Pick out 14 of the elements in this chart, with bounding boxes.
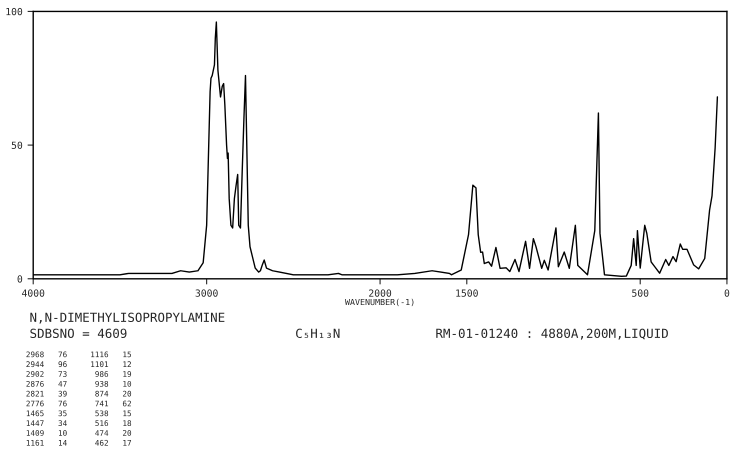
x-axis-title: WAVENUMBER(-1): [344, 298, 414, 306]
x-tick-label: 3000: [196, 289, 218, 297]
x-tick-label: 0: [724, 289, 730, 297]
text: RM-01-01240 : 4880A,200M,LIQUID: [436, 328, 668, 340]
text: C₅H₁₃N: [296, 328, 340, 338]
text: SDBSNO = 4609: [30, 328, 127, 338]
y-tick-label: 50: [12, 142, 22, 149]
text: N,N-DIMETHYLISOPROPYLAMINE: [30, 312, 224, 324]
x-tick-label: 1500: [456, 289, 478, 297]
x-tick-label: 500: [632, 289, 648, 297]
x-tick-label: 4000: [22, 289, 44, 297]
x-tick-label: 2000: [369, 289, 392, 297]
y-tick-label: 100: [6, 8, 22, 16]
y-tick-label: 0: [18, 275, 22, 283]
